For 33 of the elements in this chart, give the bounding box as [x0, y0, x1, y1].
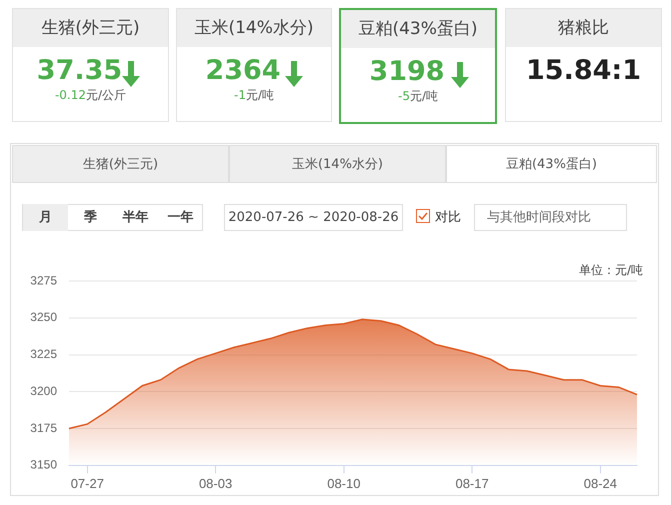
text: -0.12元/公斤 — [54, 88, 126, 102]
x-tick-label: 08-03 — [198, 476, 232, 491]
text: 猪粮比 — [506, 9, 661, 47]
text: 与其他时间段对比 — [474, 204, 627, 231]
y-tick-label: 3175 — [30, 420, 58, 435]
x-tick-label: 08-17 — [455, 476, 489, 491]
text: 3198 — [369, 56, 445, 87]
text: -5元/吨 — [398, 89, 438, 103]
text: 2020-07-26 ~ 2020-08-26 — [224, 204, 403, 231]
y-axis-title: 单位：元/吨 — [578, 262, 643, 279]
text: 生猪(外三元) — [12, 145, 229, 183]
text: 37.35 — [36, 55, 122, 86]
x-tick-label: 08-10 — [327, 476, 360, 491]
text: 季 — [83, 208, 98, 227]
text: 半年 — [122, 209, 150, 227]
text: 月 — [23, 204, 68, 231]
x-tick-label: 07-27 — [70, 476, 104, 491]
y-tick-label: 3225 — [30, 347, 58, 362]
y-tick-label: 3200 — [30, 384, 58, 398]
y-tick-label: 3275 — [30, 273, 58, 288]
text: -1元/吨 — [234, 88, 274, 102]
text: 豆粕(43%蛋白) — [446, 145, 657, 183]
text: 15.84:1 — [526, 55, 641, 86]
text: 玉米(14%水分) — [229, 145, 446, 183]
text: 生猪(外三元) — [13, 9, 168, 47]
text: 2364 — [205, 55, 281, 86]
x-tick-label: 08-24 — [584, 476, 617, 491]
text: 玉米(14%水分) — [177, 9, 331, 47]
text: 一年 — [166, 209, 194, 227]
text: 对比 — [435, 209, 461, 227]
y-tick-label: 3150 — [30, 458, 58, 472]
text: 豆粕(43%蛋白) — [341, 10, 495, 48]
y-tick-label: 3250 — [30, 310, 58, 324]
